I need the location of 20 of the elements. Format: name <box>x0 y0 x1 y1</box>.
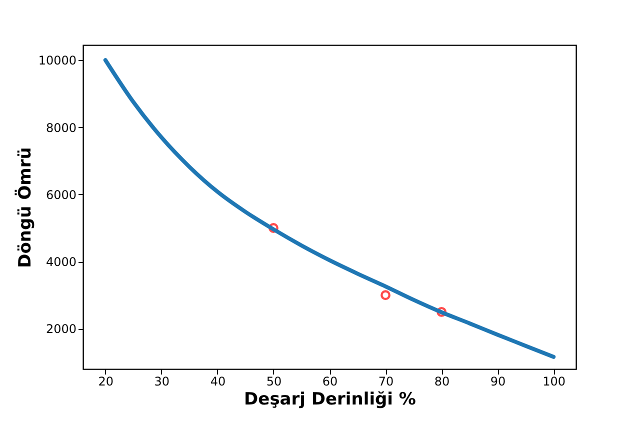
x-tick-label: 20 <box>98 374 114 388</box>
x-tick-label: 40 <box>210 374 226 388</box>
x-tick-label: 90 <box>490 374 506 388</box>
x-tick-label: 60 <box>322 374 338 388</box>
point <box>380 290 390 300</box>
point <box>436 306 447 317</box>
x-tick-label: 70 <box>378 374 394 388</box>
y-tick-label: 8000 <box>46 120 76 135</box>
y-tick-label: 2000 <box>46 322 76 336</box>
x-tick-label: 50 <box>266 374 282 388</box>
point <box>268 223 278 233</box>
x-tick-label: 100 <box>542 374 566 388</box>
y-tick-label: 6000 <box>46 188 76 202</box>
y-axis-title: Döngü Ömrü <box>14 147 36 268</box>
y-tick-label: 4000 <box>46 255 76 270</box>
line-series <box>103 58 556 359</box>
x-tick-label: 30 <box>154 374 170 388</box>
x-tick-label: 80 <box>434 374 450 388</box>
y-tick-label: 10000 <box>38 54 76 68</box>
x-axis-title: Deşarj Derinliği % <box>244 390 416 410</box>
